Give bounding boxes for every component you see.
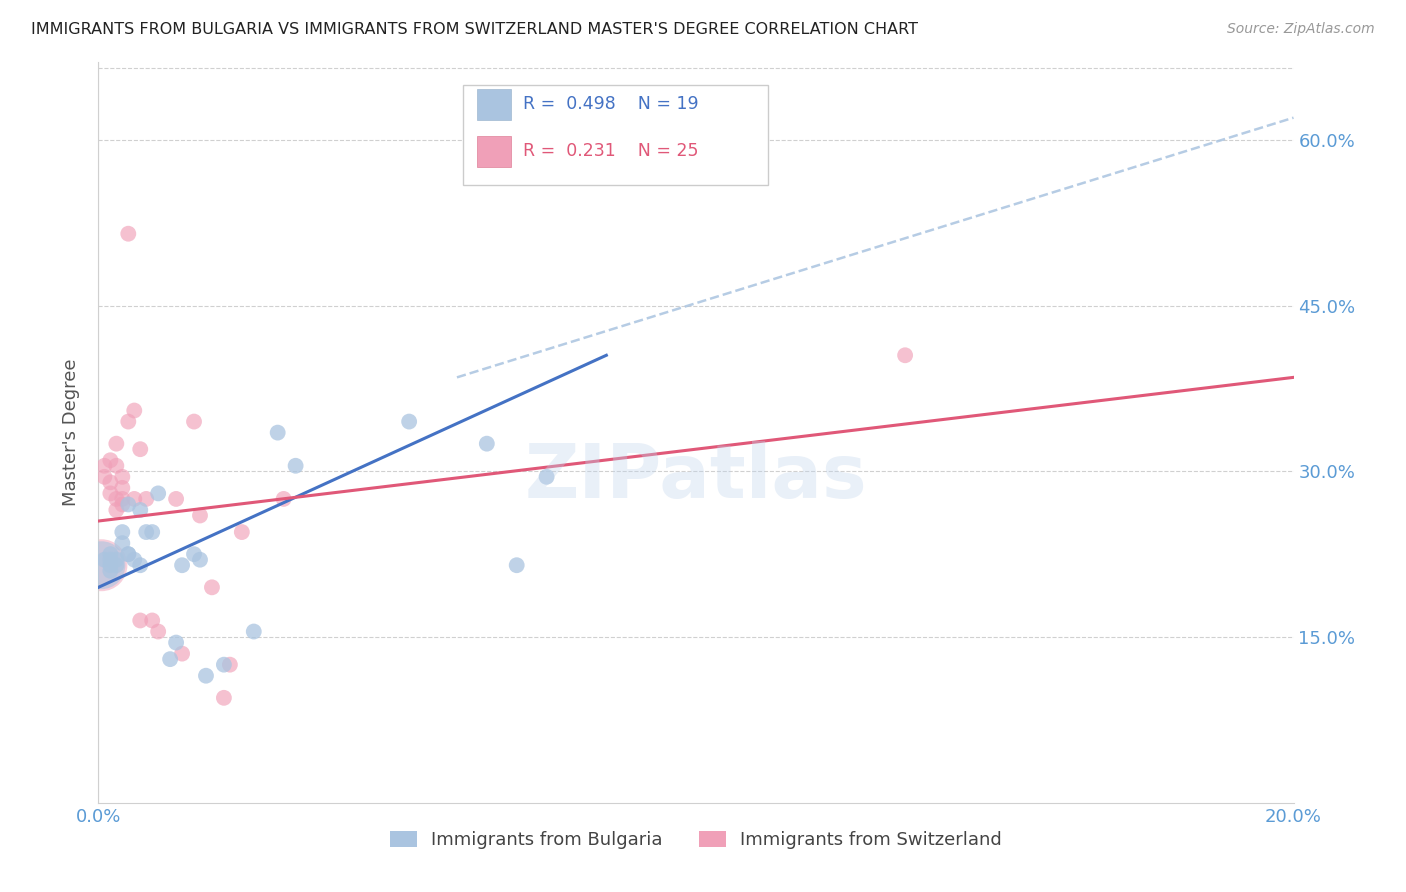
Point: [506, 558, 529, 573]
Point: [148, 624, 170, 639]
Point: [117, 547, 139, 561]
Point: [124, 403, 146, 417]
Point: [98, 486, 122, 500]
Point: [98, 552, 122, 566]
Point: [124, 552, 146, 566]
Point: [98, 475, 122, 490]
Point: [183, 547, 205, 561]
Point: [536, 470, 558, 484]
Point: [183, 415, 205, 429]
Point: [141, 614, 163, 628]
Point: [212, 690, 235, 705]
Point: [98, 453, 122, 467]
Point: [93, 552, 115, 566]
Y-axis label: Master's Degree: Master's Degree: [62, 359, 80, 507]
Point: [90, 558, 112, 573]
Point: [98, 558, 122, 573]
Point: [188, 508, 211, 523]
Point: [105, 491, 128, 506]
Point: [124, 491, 146, 506]
Point: [90, 558, 112, 573]
Point: [273, 491, 295, 506]
Point: [111, 481, 134, 495]
Point: [188, 552, 211, 566]
Point: [165, 491, 187, 506]
Point: [129, 442, 152, 457]
Text: Source: ZipAtlas.com: Source: ZipAtlas.com: [1227, 22, 1375, 37]
Point: [219, 657, 242, 672]
Point: [475, 436, 498, 450]
Point: [111, 498, 134, 512]
Point: [165, 635, 187, 649]
Point: [117, 498, 139, 512]
Text: R =  0.498    N = 19: R = 0.498 N = 19: [523, 95, 699, 113]
Point: [284, 458, 307, 473]
Point: [93, 470, 115, 484]
Point: [141, 524, 163, 539]
Point: [243, 624, 266, 639]
Point: [105, 552, 128, 566]
Point: [159, 652, 181, 666]
Legend: Immigrants from Bulgaria, Immigrants from Switzerland: Immigrants from Bulgaria, Immigrants fro…: [382, 824, 1010, 856]
Point: [894, 348, 917, 362]
Point: [111, 491, 134, 506]
FancyBboxPatch shape: [477, 88, 510, 120]
Point: [201, 580, 224, 594]
Point: [135, 524, 157, 539]
Point: [398, 415, 420, 429]
Text: R =  0.231    N = 25: R = 0.231 N = 25: [523, 142, 699, 160]
FancyBboxPatch shape: [477, 136, 510, 167]
Point: [98, 564, 122, 578]
Point: [129, 503, 152, 517]
Point: [212, 657, 235, 672]
Point: [105, 458, 128, 473]
Point: [135, 491, 157, 506]
Point: [129, 614, 152, 628]
Point: [172, 647, 194, 661]
Point: [111, 524, 134, 539]
Point: [172, 558, 194, 573]
Point: [105, 503, 128, 517]
Point: [129, 558, 152, 573]
FancyBboxPatch shape: [463, 85, 768, 185]
Point: [111, 536, 134, 550]
Point: [117, 227, 139, 241]
Point: [148, 486, 170, 500]
Point: [105, 436, 128, 450]
Point: [105, 558, 128, 573]
Text: ZIPatlas: ZIPatlas: [524, 441, 868, 514]
Point: [267, 425, 290, 440]
Point: [111, 470, 134, 484]
Point: [117, 415, 139, 429]
Point: [98, 547, 122, 561]
Point: [93, 458, 115, 473]
Text: IMMIGRANTS FROM BULGARIA VS IMMIGRANTS FROM SWITZERLAND MASTER'S DEGREE CORRELAT: IMMIGRANTS FROM BULGARIA VS IMMIGRANTS F…: [31, 22, 918, 37]
Point: [117, 547, 139, 561]
Point: [231, 524, 253, 539]
Point: [195, 669, 218, 683]
